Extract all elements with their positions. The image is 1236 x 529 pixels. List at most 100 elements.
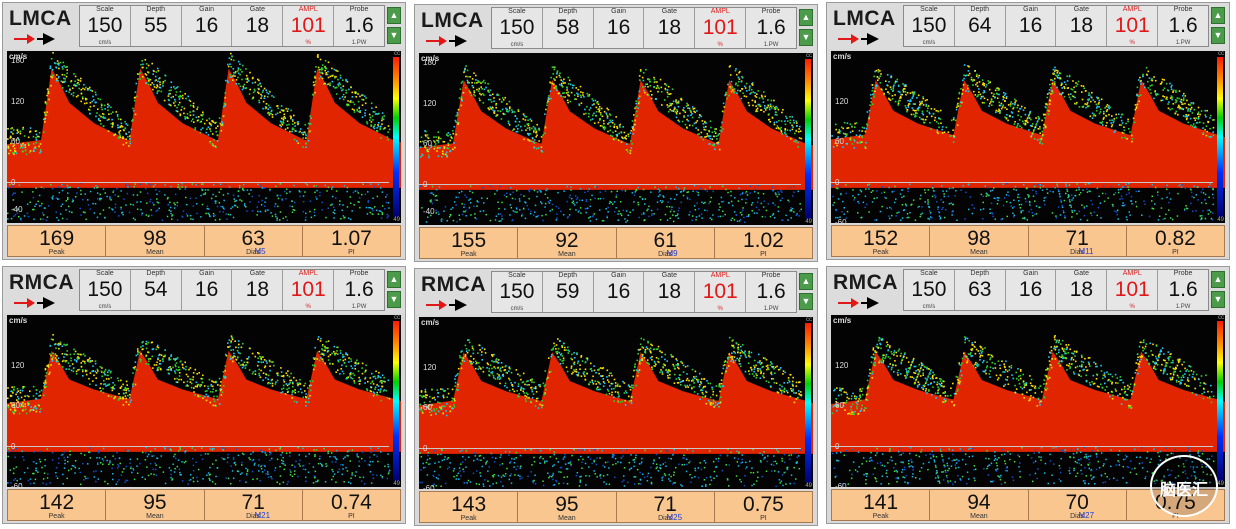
param-gate[interactable]: Gate 18	[1056, 6, 1108, 46]
param-scale[interactable]: Scale 150 cm/s	[492, 272, 543, 312]
param-probe[interactable]: Probe 1.6 1.PW	[746, 272, 796, 312]
param-gate[interactable]: Gate 18	[644, 8, 696, 48]
arrow-down-icon[interactable]: ▼	[387, 27, 401, 44]
param-probe[interactable]: Probe 1.6 1.PW	[1158, 270, 1208, 310]
param-label: Scale	[96, 270, 114, 277]
param-depth[interactable]: Depth 64	[955, 6, 1006, 46]
param-probe[interactable]: Probe 1.6 1.PW	[746, 8, 796, 48]
param-probe[interactable]: Probe 1.6 1.PW	[334, 6, 384, 46]
param-gain[interactable]: Gain 16	[182, 6, 233, 46]
param-gate[interactable]: Gate 18	[1056, 270, 1108, 310]
spectrum-canvas	[419, 336, 813, 488]
arrow-up-icon[interactable]: ▲	[799, 273, 813, 290]
param-gate[interactable]: Gate 18	[232, 270, 284, 310]
param-value: 59	[556, 280, 580, 303]
param-depth[interactable]: Depth 54	[131, 270, 182, 310]
param-label: Gate	[661, 272, 677, 279]
param-label: Probe	[761, 8, 781, 15]
param-ampl[interactable]: AMPL 101%	[283, 270, 335, 310]
vessel-label: LMCA	[9, 7, 72, 30]
axis-tick-label: 120	[11, 360, 25, 370]
param-scale[interactable]: Scale 150 cm/s	[80, 6, 131, 46]
axis-tick-label: 60	[11, 401, 20, 411]
arrow-down-icon[interactable]: ▼	[1211, 27, 1225, 44]
result-label: Peak	[872, 513, 889, 520]
colorbar-bottom-label: 49	[1217, 481, 1224, 487]
param-value: 18	[657, 16, 682, 39]
doppler-spectrum[interactable]: cm/s 120 60 0 -60 cc 49	[831, 315, 1225, 487]
param-ampl[interactable]: AMPL 101%	[1107, 270, 1159, 310]
doppler-panel: LMCA Scale 150 cm/s Depth 58 Gain 16 Gate 18 AMPL 1…	[414, 4, 818, 262]
param-depth[interactable]: Depth 63	[955, 270, 1006, 310]
param-value: 150	[499, 16, 535, 39]
result-label: Peak	[48, 513, 65, 520]
param-bar: Scale 150 cm/s Depth 55 Gain 16 Gate 18 AMPL 101% P…	[79, 5, 385, 47]
result-value: 0.75	[742, 493, 784, 516]
param-gate[interactable]: Gate 18	[232, 6, 284, 46]
result-label: Peak	[460, 515, 477, 522]
param-ampl[interactable]: AMPL 101%	[695, 8, 747, 48]
param-scale[interactable]: Scale 150 cm/s	[904, 6, 955, 46]
param-probe[interactable]: Probe 1.6 1.PW	[1158, 6, 1208, 46]
param-gain[interactable]: Gain 16	[1006, 270, 1057, 310]
param-scale[interactable]: Scale 150 cm/s	[904, 270, 955, 310]
param-depth[interactable]: Depth 58	[543, 8, 594, 48]
axis-tick-label: 0	[11, 441, 16, 451]
param-label: Depth	[558, 272, 578, 279]
param-gain[interactable]: Gain 16	[182, 270, 233, 310]
spectral-envelope	[419, 80, 813, 190]
result-value: 1.02	[742, 229, 784, 252]
param-value: 150	[499, 280, 535, 303]
gain-stepper: ▲ ▼	[799, 9, 813, 47]
doppler-spectrum[interactable]: cm/s 120 60 0 -60 cc 49	[831, 51, 1225, 223]
param-gain[interactable]: Gain 16	[1006, 6, 1057, 46]
param-ampl[interactable]: AMPL 101%	[695, 272, 747, 312]
result-value: 71	[1065, 227, 1089, 250]
result-value: 98	[967, 227, 991, 250]
doppler-spectrum[interactable]: cm/s 180 120 60 0 -40 cc 49	[7, 51, 401, 223]
results-bar: 152 Peak 98 Mean 71 Dias M11 0.82 PI	[831, 225, 1225, 257]
result-label: Dias	[1070, 513, 1085, 520]
param-label: AMPL	[1122, 6, 1142, 13]
doppler-spectrum[interactable]: cm/s 120 60 0 -60 cc 49	[7, 315, 401, 487]
param-ampl[interactable]: AMPL 101%	[283, 6, 335, 46]
arrow-down-icon[interactable]: ▼	[1211, 291, 1225, 308]
arrow-up-icon[interactable]: ▲	[387, 271, 401, 288]
param-gain[interactable]: Gain 16	[594, 272, 645, 312]
colorbar-bottom-label: 49	[1217, 217, 1224, 223]
arrow-down-icon[interactable]: ▼	[799, 29, 813, 46]
result-value: 169	[39, 227, 75, 250]
param-scale[interactable]: Scale 150 cm/s	[492, 8, 543, 48]
doppler-spectrum[interactable]: cm/s 180 120 60 0 -40 cc 49	[419, 53, 813, 225]
arrow-down-icon[interactable]: ▼	[387, 291, 401, 308]
param-value: 150	[911, 278, 947, 301]
param-gain[interactable]: Gain 16	[594, 8, 645, 48]
param-value: 16	[1018, 278, 1043, 301]
vessel-label: LMCA	[833, 7, 896, 30]
param-probe[interactable]: Probe 1.6 1.PW	[334, 270, 384, 310]
param-unit: %	[305, 40, 311, 46]
param-ampl[interactable]: AMPL 101%	[1107, 6, 1159, 46]
axis-tick-label: 60	[423, 403, 432, 413]
param-depth[interactable]: Depth 55	[131, 6, 182, 46]
arrow-up-icon[interactable]: ▲	[1211, 271, 1225, 288]
param-label: Scale	[920, 6, 938, 13]
arrow-up-icon[interactable]: ▲	[387, 7, 401, 24]
axis-tick-label: -60	[835, 482, 847, 487]
param-value: 16	[194, 278, 219, 301]
param-gate[interactable]: Gate 18	[644, 272, 696, 312]
param-depth[interactable]: Depth 59	[543, 272, 594, 312]
axis-tick-label: -60	[423, 484, 435, 489]
param-unit: cm/s	[510, 306, 524, 312]
param-value: 18	[657, 280, 682, 303]
arrow-up-icon[interactable]: ▲	[1211, 7, 1225, 24]
doppler-spectrum[interactable]: cm/s 120 60 0 -60 cc 49	[419, 317, 813, 489]
spectral-envelope	[7, 350, 401, 452]
param-label: Gate	[661, 8, 677, 15]
results-bar: 169 Peak 98 Mean 63 Dias M5 1.07 PI	[7, 225, 401, 257]
arrow-up-icon[interactable]: ▲	[799, 9, 813, 26]
result-value: 141	[863, 491, 899, 514]
param-value: 1.6	[344, 14, 374, 37]
param-scale[interactable]: Scale 150 cm/s	[80, 270, 131, 310]
arrow-down-icon[interactable]: ▼	[799, 293, 813, 310]
